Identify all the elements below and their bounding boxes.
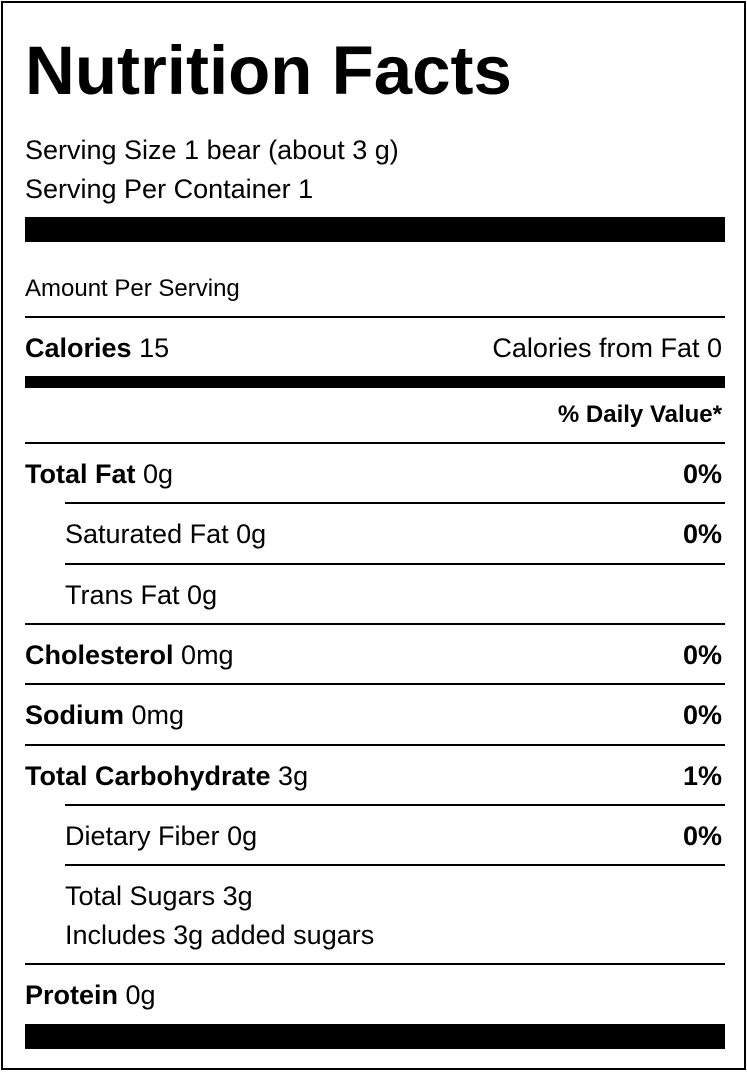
nutrient-name: Total Fat [25,459,136,489]
daily-value-header: % Daily Value* [557,401,722,428]
divider [25,744,725,746]
nutrient-dv-saturated-fat: 0% [682,519,722,549]
divider [65,502,725,504]
calories-label: Calories [25,333,132,363]
thick-divider-bottom [25,1024,725,1049]
nutrient-row-total-fat: Total Fat 0g [25,458,173,490]
divider [25,316,725,318]
nutrient-name: Total Carbohydrate [25,761,271,791]
nutrient-amount: 0g [125,980,156,1010]
nutrient-amount: 0g [227,821,258,851]
divider [25,623,725,625]
added-sugars: Includes 3g added sugars [65,920,375,950]
divider [25,963,725,965]
medium-divider [25,376,725,388]
serving-size: Serving Size 1 bear (about 3 g) [25,135,399,165]
calories-from-fat: Calories from Fat 0 [492,333,722,363]
nutrient-amount: 0g [236,519,267,549]
calories-row: Calories 15 [25,332,169,364]
nutrient-name: Saturated Fat [65,519,229,549]
amount-per-serving: Amount Per Serving [25,275,240,302]
nutrient-dv-total-carbohydrate: 1% [682,761,722,791]
nutrient-row-cholesterol: Cholesterol 0mg [25,639,234,671]
nutrient-row-total-carbohydrate: Total Carbohydrate 3g [25,760,308,792]
divider [65,864,725,866]
nutrient-dv-dietary-fiber: 0% [682,821,722,851]
nutrient-name: Dietary Fiber [65,821,220,851]
nutrient-row-saturated-fat: Saturated Fat 0g [65,518,266,550]
nutrient-amount: 3g [222,881,253,911]
nutrient-amount: 0mg [181,640,234,670]
calories-value: 15 [139,333,170,363]
nutrient-dv-total-fat: 0% [682,459,722,489]
nutrient-amount: 0g [187,580,218,610]
nutrient-row-dietary-fiber: Dietary Fiber 0g [65,820,257,852]
nutrient-dv-sodium: 0% [682,700,722,730]
divider [65,804,725,806]
nutrient-dv-cholesterol: 0% [682,640,722,670]
nutrient-row-total-sugars: Total Sugars 3g [65,880,253,912]
thick-divider-top [25,217,725,242]
nutrient-name: Cholesterol [25,640,174,670]
label-title: Nutrition Facts [25,32,512,109]
divider [25,442,725,444]
nutrient-amount: 3g [278,761,309,791]
nutrient-name: Total Sugars [65,881,216,911]
nutrient-row-trans-fat: Trans Fat 0g [65,579,217,611]
nutrient-amount: 0mg [131,700,185,730]
nutrient-name: Trans Fat [65,580,180,610]
divider [25,683,725,685]
servings-per-container: Serving Per Container 1 [25,174,314,204]
divider [65,563,725,565]
nutrient-row-protein: Protein 0g [25,979,156,1011]
nutrient-row-sodium: Sodium 0mg [25,699,184,731]
nutrient-amount: 0g [143,459,174,489]
nutrient-name: Sodium [25,700,124,730]
nutrient-name: Protein [25,980,119,1010]
